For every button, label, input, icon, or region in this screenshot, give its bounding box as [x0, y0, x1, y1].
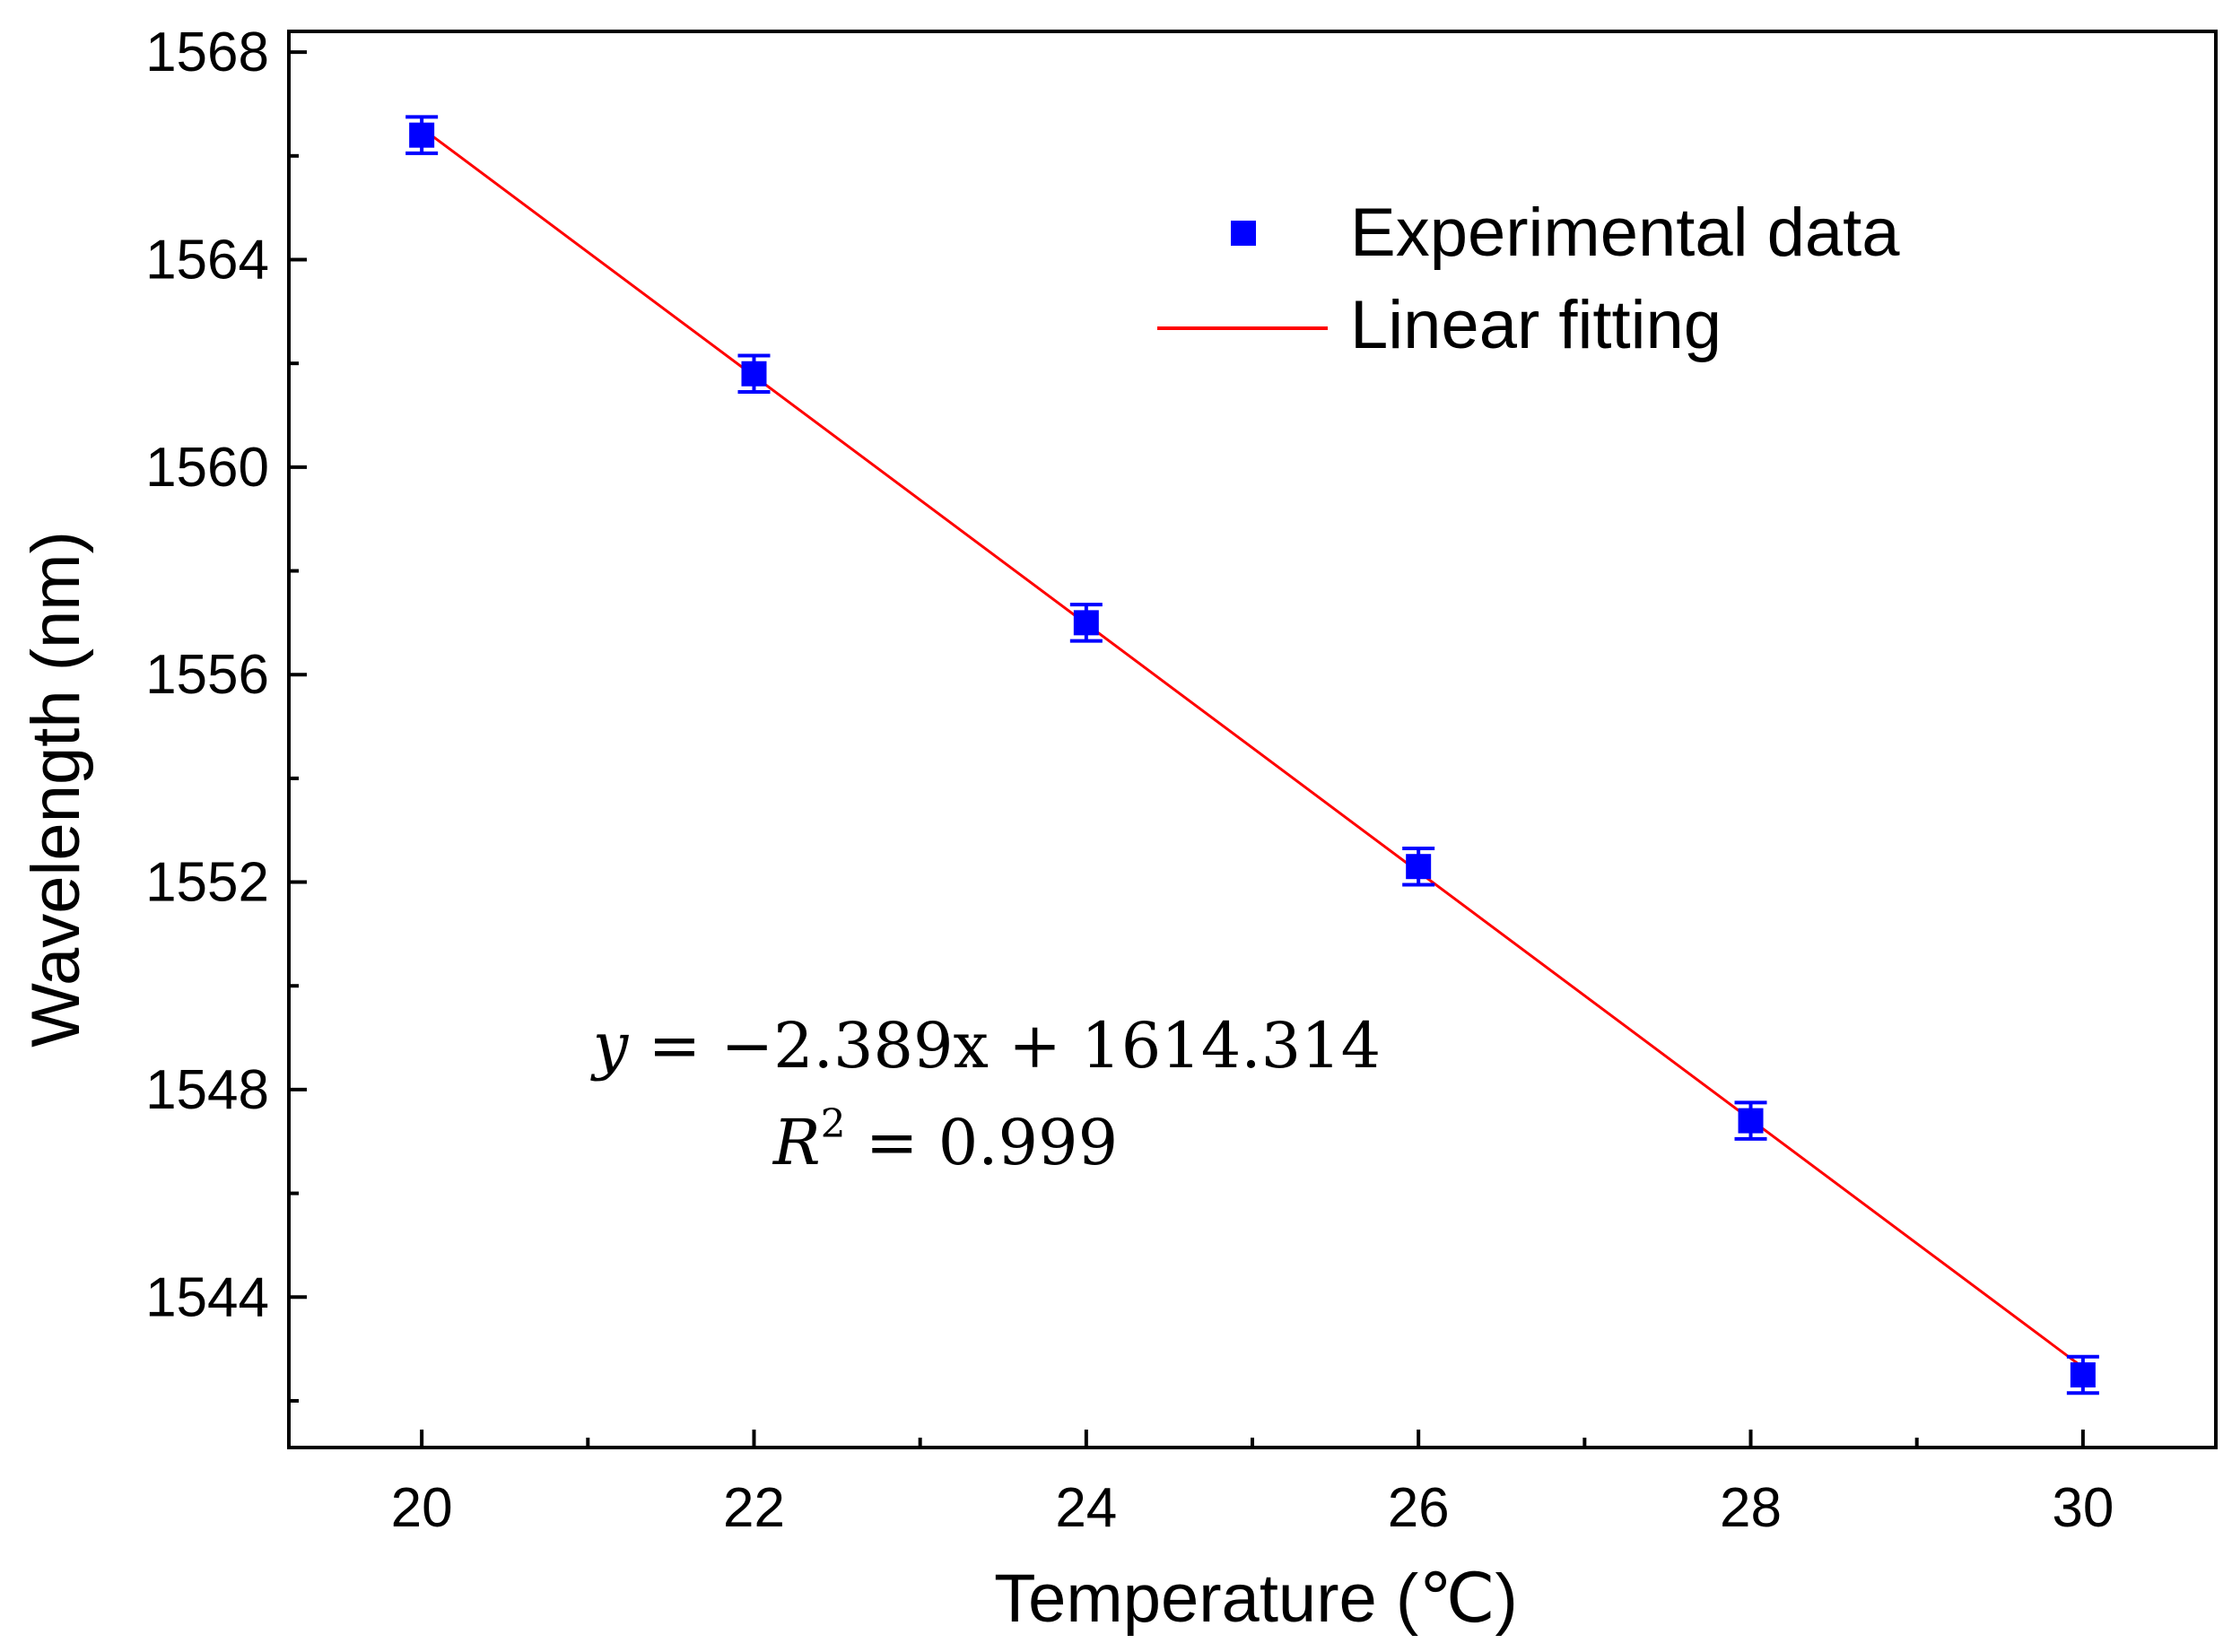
- y-tick-label: 1560: [145, 437, 269, 499]
- equation-y-symbol: y: [590, 1009, 630, 1082]
- x-axis-label: Temperature (℃): [994, 1561, 1518, 1637]
- y-tick-label: 1564: [145, 229, 269, 291]
- legend: Experimental data Linear fitting: [1157, 195, 1900, 363]
- data-point-group: [1402, 846, 1435, 887]
- x-tick-label: 24: [1055, 1477, 1117, 1539]
- data-point: [1738, 1108, 1764, 1134]
- legend-label-experimental: Experimental data: [1350, 195, 1900, 271]
- data-point: [1406, 854, 1432, 880]
- y-tick-label: 1556: [145, 644, 269, 706]
- data-points-layer: [405, 115, 2099, 1396]
- r-squared-symbol: R: [772, 1106, 821, 1179]
- x-tick-label: 26: [1388, 1477, 1450, 1539]
- x-tick-label: 28: [1720, 1477, 1782, 1539]
- fit-equation: y = −2.389x + 1614.314: [590, 1009, 1381, 1082]
- y-tick-label: 1568: [145, 22, 269, 83]
- data-point-group: [405, 115, 439, 155]
- fit-line-layer: [421, 126, 2084, 1369]
- axes-layer: 20 22 24 26 28 30 1544 1548 1552 1556 1560 1564 1568: [145, 22, 2218, 1539]
- y-tick-label: 1544: [145, 1266, 269, 1328]
- data-point: [741, 361, 767, 387]
- r-squared-value: = 0.999: [846, 1106, 1119, 1179]
- r-squared: R2 = 0.999: [772, 1101, 1118, 1179]
- equation-body: = −2.389x + 1614.314: [628, 1009, 1381, 1082]
- data-point-group: [737, 353, 771, 394]
- x-tick-label: 22: [723, 1477, 785, 1539]
- data-point-group: [2066, 1354, 2099, 1396]
- fit-line: [421, 126, 2084, 1369]
- x-tick-label: 30: [2052, 1477, 2114, 1539]
- legend-marker-experimental: [1231, 221, 1256, 246]
- legend-label-fit: Linear fitting: [1350, 287, 1722, 363]
- r-squared-power: 2: [821, 1101, 846, 1147]
- data-point-group: [1069, 603, 1103, 643]
- data-point: [1073, 610, 1099, 636]
- data-point: [2070, 1362, 2096, 1388]
- y-tick-label: 1548: [145, 1059, 269, 1121]
- data-point: [409, 122, 435, 148]
- y-axis-label: Wavelength (nm): [18, 531, 94, 1048]
- y-tick-label: 1552: [145, 852, 269, 914]
- data-point-group: [1734, 1100, 1767, 1141]
- x-tick-label: 20: [391, 1477, 453, 1539]
